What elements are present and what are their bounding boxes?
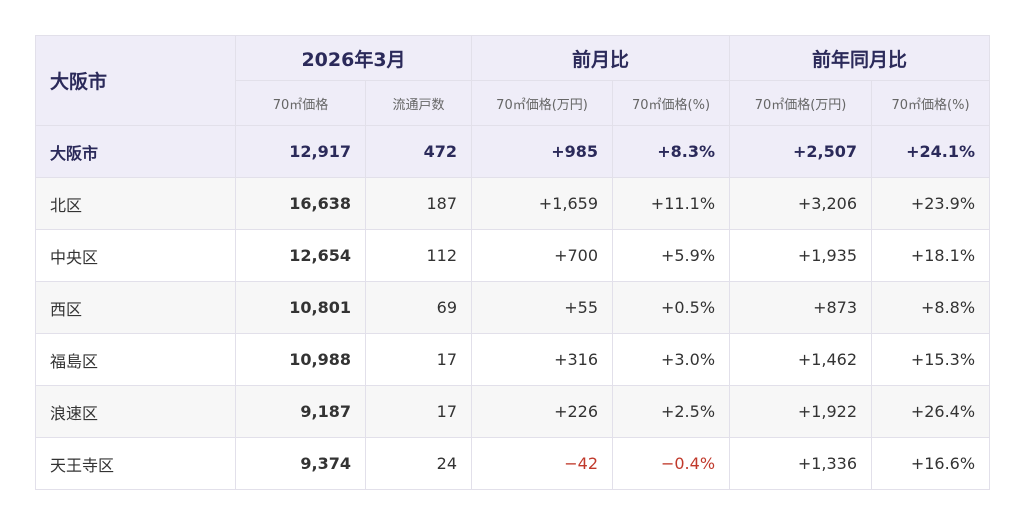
price-cell: 10,988: [235, 333, 366, 386]
table-row: 浪速区 9,187 17 +226 +2.5% +1,922 +26.4%: [35, 385, 991, 438]
yoy-yen-cell: +1,462: [729, 333, 873, 386]
yoy-pct-cell: +18.1%: [871, 229, 991, 282]
row-name: 大阪市: [35, 125, 236, 178]
mom-yen-cell: +985: [471, 125, 614, 178]
yoy-pct-cell: +23.9%: [871, 177, 991, 230]
mom-yen-cell: +700: [471, 229, 614, 282]
yoy-pct-cell: +16.6%: [871, 437, 991, 490]
yoy-pct-cell: +8.8%: [871, 281, 991, 334]
row-name: 北区: [35, 177, 236, 230]
yoy-yen-cell: +1,336: [729, 437, 873, 490]
stock-cell: 17: [364, 385, 473, 438]
row-name: 天王寺区: [35, 437, 236, 490]
row-name: 西区: [35, 281, 236, 334]
price-cell: 10,801: [235, 281, 366, 334]
mom-pct-cell: +5.9%: [612, 229, 731, 282]
price-cell: 9,187: [235, 385, 366, 438]
group-header-mom: 前月比: [471, 35, 731, 81]
row-name: 浪速区: [35, 385, 236, 438]
mom-pct-cell: +0.5%: [612, 281, 731, 334]
column-header: 70㎡価格(%): [871, 80, 991, 126]
price-table: 大阪市 2026年3月 前月比 前年同月比 70㎡価格 流通戸数 70㎡価格(万…: [35, 35, 991, 490]
table-row: 天王寺区 9,374 24 −42 −0.4% +1,336 +16.6%: [35, 437, 991, 490]
column-header: 70㎡価格(%): [612, 80, 731, 126]
mom-yen-cell: +226: [471, 385, 614, 438]
mom-yen-cell: +316: [471, 333, 614, 386]
table-row: 福島区 10,988 17 +316 +3.0% +1,462 +15.3%: [35, 333, 991, 386]
yoy-pct-cell: +26.4%: [871, 385, 991, 438]
mom-yen-cell: +55: [471, 281, 614, 334]
yoy-yen-cell: +873: [729, 281, 873, 334]
mom-yen-cell: −42: [471, 437, 614, 490]
column-header: 70㎡価格(万円): [471, 80, 614, 126]
mom-pct-cell: +8.3%: [612, 125, 731, 178]
yoy-pct-cell: +24.1%: [871, 125, 991, 178]
row-name: 福島区: [35, 333, 236, 386]
stock-cell: 17: [364, 333, 473, 386]
city-header: 大阪市: [35, 35, 236, 126]
price-cell: 16,638: [235, 177, 366, 230]
group-header-current: 2026年3月: [234, 35, 473, 81]
row-name: 中央区: [35, 229, 236, 282]
yoy-yen-cell: +1,922: [729, 385, 873, 438]
stock-cell: 187: [364, 177, 473, 230]
stock-cell: 472: [364, 125, 473, 178]
mom-pct-cell: +3.0%: [612, 333, 731, 386]
table-row: 中央区 12,654 112 +700 +5.9% +1,935 +18.1%: [35, 229, 991, 282]
yoy-yen-cell: +3,206: [729, 177, 873, 230]
mom-pct-cell: +11.1%: [612, 177, 731, 230]
mom-pct-cell: −0.4%: [612, 437, 731, 490]
table-row: 西区 10,801 69 +55 +0.5% +873 +8.8%: [35, 281, 991, 334]
price-cell: 12,654: [235, 229, 366, 282]
mom-pct-cell: +2.5%: [612, 385, 731, 438]
table-row-total: 大阪市 12,917 472 +985 +8.3% +2,507 +24.1%: [35, 125, 991, 178]
header-row-groups: 大阪市 2026年3月 前月比 前年同月比: [35, 35, 991, 126]
column-header: 70㎡価格: [235, 80, 366, 126]
yoy-pct-cell: +15.3%: [871, 333, 991, 386]
stock-cell: 69: [364, 281, 473, 334]
stock-cell: 24: [364, 437, 473, 490]
column-header: 流通戸数: [364, 80, 473, 126]
stock-cell: 112: [364, 229, 473, 282]
column-header: 70㎡価格(万円): [729, 80, 873, 126]
price-cell: 12,917: [235, 125, 366, 178]
yoy-yen-cell: +1,935: [729, 229, 873, 282]
table-row: 北区 16,638 187 +1,659 +11.1% +3,206 +23.9…: [35, 177, 991, 230]
mom-yen-cell: +1,659: [471, 177, 614, 230]
group-header-yoy: 前年同月比: [729, 35, 991, 81]
yoy-yen-cell: +2,507: [729, 125, 873, 178]
price-cell: 9,374: [235, 437, 366, 490]
header-row-columns: 70㎡価格 流通戸数 70㎡価格(万円) 70㎡価格(%) 70㎡価格(万円) …: [36, 80, 991, 126]
